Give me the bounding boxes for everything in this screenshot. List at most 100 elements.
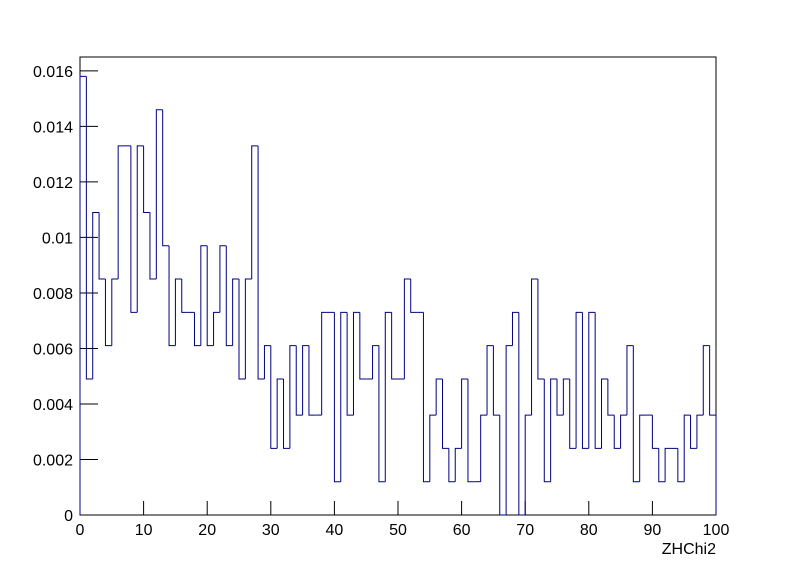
x-tick-label: 60 xyxy=(453,522,471,539)
y-tick-label: 0.01 xyxy=(42,230,73,247)
x-tick-label: 50 xyxy=(389,522,407,539)
histogram-bin xyxy=(683,414,691,482)
y-tick-label: 0 xyxy=(64,508,73,525)
y-tick-label: 0.008 xyxy=(33,286,73,303)
histogram-bin xyxy=(206,245,214,347)
histogram-bin xyxy=(359,312,367,380)
histogram-bin xyxy=(257,145,265,380)
histogram-bin xyxy=(302,345,309,416)
histogram-bin xyxy=(626,345,634,416)
histogram-bin xyxy=(499,415,507,516)
histogram-bin xyxy=(531,278,538,416)
histogram-bin xyxy=(244,278,252,379)
histogram-bin xyxy=(340,311,348,482)
histogram-bin xyxy=(569,378,577,449)
histogram-bin xyxy=(321,311,329,416)
histogram-bin xyxy=(422,312,430,483)
x-tick-label: 80 xyxy=(580,522,598,539)
histogram-bin xyxy=(664,447,672,482)
histogram-bin xyxy=(454,447,462,482)
histogram-bin xyxy=(556,378,564,416)
histogram-bin xyxy=(149,212,157,280)
histogram-bin xyxy=(537,279,545,380)
histogram-bin xyxy=(352,311,360,416)
histogram-bin xyxy=(225,245,233,347)
histogram-bin xyxy=(486,345,494,416)
histogram-bin xyxy=(651,415,659,449)
histogram-bin xyxy=(181,279,189,313)
y-tick-label: 0.012 xyxy=(33,175,73,192)
histogram-bin xyxy=(384,311,392,482)
x-tick-label: 20 xyxy=(198,522,216,539)
histogram-bin xyxy=(435,378,443,416)
histogram-bin xyxy=(276,378,284,449)
histogram-bin xyxy=(658,448,666,483)
histogram-bin xyxy=(620,414,627,449)
histogram-bin xyxy=(403,278,411,379)
histogram-bin xyxy=(104,279,112,347)
histogram-bin xyxy=(391,312,398,380)
histogram-bin xyxy=(289,345,297,449)
histogram-bin xyxy=(677,448,685,483)
histogram-bin xyxy=(213,311,220,346)
histogram-bin xyxy=(117,145,125,280)
histogram-bin xyxy=(429,414,437,482)
histogram-bin xyxy=(524,414,532,515)
x-tick-label: 100 xyxy=(703,522,730,539)
x-tick-label: 0 xyxy=(76,522,85,539)
histogram-bin xyxy=(168,245,176,347)
histogram-bin xyxy=(632,345,640,483)
histogram-bin xyxy=(295,345,303,416)
histogram-bin xyxy=(505,345,513,515)
histogram-bin xyxy=(480,414,488,482)
histogram-bin xyxy=(238,279,246,380)
histogram-bin xyxy=(410,279,418,313)
histogram-bin xyxy=(130,145,138,313)
histogram-bin xyxy=(155,109,163,280)
histogram-bin xyxy=(200,245,208,346)
histogram-bin xyxy=(492,345,500,416)
histogram-bin xyxy=(98,212,106,280)
histogram-bin xyxy=(690,415,697,449)
y-tick-label: 0.002 xyxy=(33,452,73,469)
histogram-bin xyxy=(639,414,647,482)
x-axis-label: ZHChi2 xyxy=(662,541,716,558)
histogram-bin xyxy=(174,278,182,346)
x-tick-label: 40 xyxy=(326,522,344,539)
histogram-bin xyxy=(461,378,468,449)
histogram-bin xyxy=(79,75,87,515)
histogram-bin xyxy=(575,311,583,449)
histogram-bin xyxy=(442,378,449,449)
histogram-bin xyxy=(111,278,119,346)
histogram-bin xyxy=(333,312,341,483)
histogram-bin xyxy=(378,345,386,483)
histogram-bin xyxy=(607,378,615,416)
y-tick-label: 0.006 xyxy=(33,341,73,358)
histogram-bin xyxy=(346,312,354,416)
histogram-bin xyxy=(263,345,271,379)
histogram-bin xyxy=(372,345,379,379)
histogram-bin xyxy=(709,345,717,515)
histogram-bin xyxy=(92,211,100,379)
histogram-bin xyxy=(193,312,201,347)
histogram-bin xyxy=(601,378,608,449)
histogram-bin xyxy=(562,378,570,416)
histogram-bin xyxy=(283,378,290,449)
histogram-bin xyxy=(143,145,150,213)
histogram-bin xyxy=(219,245,227,313)
histogram-bin xyxy=(702,345,710,416)
y-tick-label: 0.014 xyxy=(33,119,73,136)
histogram-bin xyxy=(511,311,519,346)
histogram-bin xyxy=(588,311,596,449)
histogram-bin xyxy=(308,345,316,416)
x-tick-label: 10 xyxy=(135,522,153,539)
histogram-bin xyxy=(518,312,526,516)
histogram-bin xyxy=(696,414,704,449)
histogram-bin xyxy=(270,345,278,449)
histogram-bin xyxy=(251,145,259,280)
histogram-bin xyxy=(613,415,621,449)
histogram-bin xyxy=(543,378,551,483)
